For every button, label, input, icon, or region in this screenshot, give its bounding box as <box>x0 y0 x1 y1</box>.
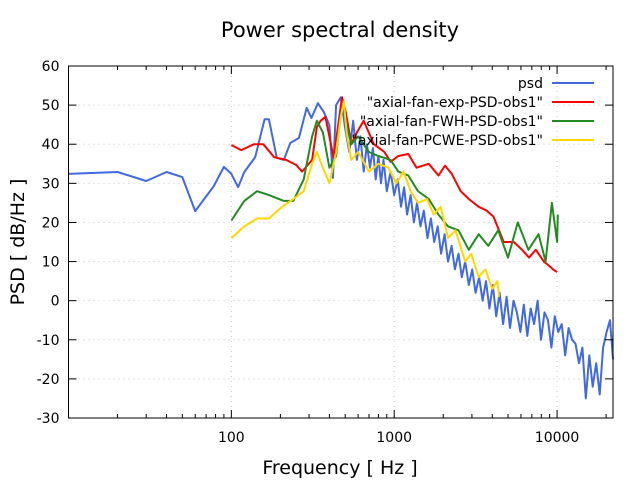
series-line-3 <box>230 100 500 297</box>
legend: psd "axial-fan-exp-PSD-obs1" "axial-fan-FW… <box>351 76 594 149</box>
series-line-2 <box>230 104 559 263</box>
ticks: -30 -20 -10 0 10 20 30 40 50 60 100 1000 10000 <box>37 59 613 446</box>
y-tick-label: 30 <box>42 176 60 192</box>
y-tick-label: 20 <box>42 215 60 231</box>
y-tick-label: 10 <box>42 255 60 271</box>
legend-label: psd <box>518 76 543 92</box>
plot-frame <box>68 65 614 419</box>
y-tick-label: 40 <box>42 137 60 153</box>
series-line-0 <box>68 96 614 400</box>
x-tick-label: 10000 <box>535 430 580 446</box>
y-tick-label: 60 <box>42 59 60 75</box>
y-axis-label: PSD [ dB/Hz ] <box>7 179 29 306</box>
y-tick-label: -30 <box>37 411 60 427</box>
chart-title: Power spectral density <box>221 18 459 42</box>
x-axis-label: Frequency [ Hz ] <box>262 457 417 479</box>
legend-label: "axial-fan-FWH-PSD-obs1" <box>360 114 543 130</box>
x-tick-label: 100 <box>218 430 245 446</box>
y-tick-label: -10 <box>37 333 60 349</box>
legend-label: "axial-fan-exp-PSD-obs1" <box>367 95 543 111</box>
series-line-1 <box>230 96 558 273</box>
series-group <box>68 96 614 400</box>
y-tick-label: 50 <box>42 98 60 114</box>
x-tick-label: 1000 <box>376 430 412 446</box>
y-tick-label: 0 <box>51 294 60 310</box>
legend-label: "axial-fan-PCWE-PSD-obs1" <box>351 133 543 149</box>
y-tick-label: -20 <box>37 372 60 388</box>
